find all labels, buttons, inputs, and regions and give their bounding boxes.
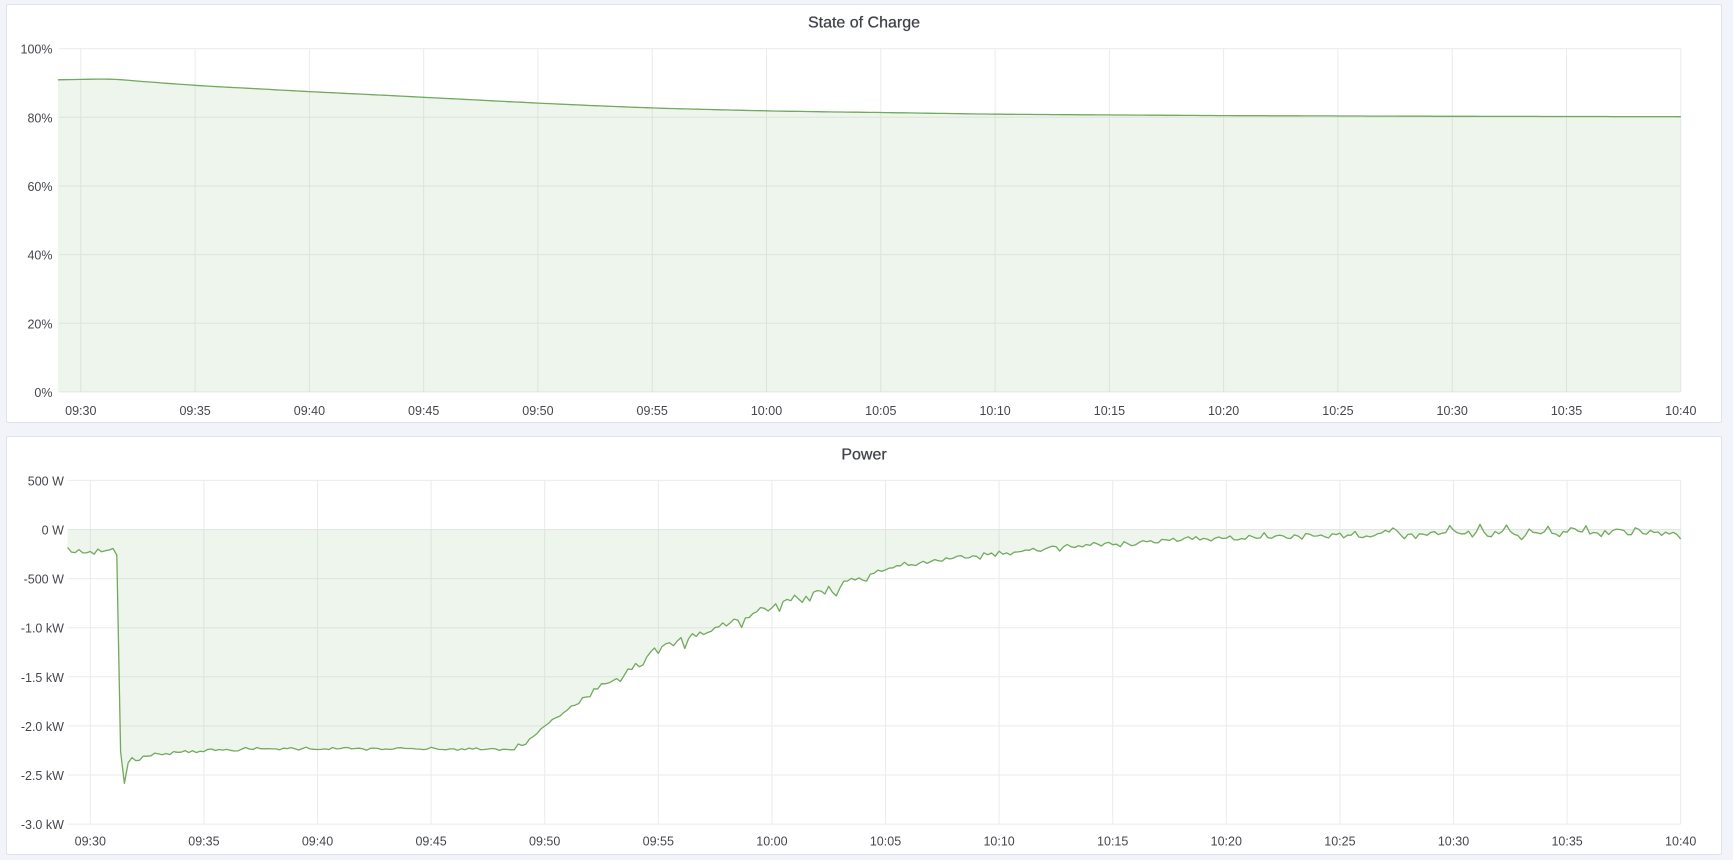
- svg-text:09:50: 09:50: [529, 835, 560, 849]
- svg-text:10:25: 10:25: [1324, 835, 1355, 849]
- svg-text:09:35: 09:35: [188, 835, 219, 849]
- svg-text:09:55: 09:55: [637, 404, 668, 418]
- svg-text:60%: 60%: [27, 180, 52, 194]
- svg-text:State of Charge: State of Charge: [808, 15, 920, 32]
- svg-text:-2.0 kW: -2.0 kW: [21, 720, 64, 734]
- svg-text:10:00: 10:00: [756, 835, 787, 849]
- svg-text:09:45: 09:45: [408, 404, 439, 418]
- svg-text:10:25: 10:25: [1322, 404, 1353, 418]
- svg-text:09:45: 09:45: [415, 835, 446, 849]
- svg-text:09:55: 09:55: [643, 835, 674, 849]
- svg-text:-3.0 kW: -3.0 kW: [21, 818, 64, 832]
- svg-text:09:35: 09:35: [179, 404, 210, 418]
- svg-text:0%: 0%: [34, 386, 52, 400]
- svg-text:0 W: 0 W: [42, 524, 64, 538]
- svg-text:10:15: 10:15: [1094, 404, 1125, 418]
- svg-text:09:40: 09:40: [294, 404, 325, 418]
- svg-text:10:05: 10:05: [870, 835, 901, 849]
- svg-text:Power: Power: [841, 446, 887, 463]
- svg-text:09:40: 09:40: [302, 835, 333, 849]
- svg-text:-1.5 kW: -1.5 kW: [21, 671, 64, 685]
- svg-text:500 W: 500 W: [28, 474, 64, 488]
- svg-text:10:05: 10:05: [865, 404, 896, 418]
- svg-text:10:20: 10:20: [1211, 835, 1242, 849]
- svg-text:09:30: 09:30: [65, 404, 96, 418]
- svg-text:10:30: 10:30: [1437, 404, 1468, 418]
- svg-text:80%: 80%: [27, 111, 52, 125]
- svg-text:10:40: 10:40: [1665, 404, 1696, 418]
- svg-text:10:20: 10:20: [1208, 404, 1239, 418]
- svg-text:40%: 40%: [27, 249, 52, 263]
- svg-text:10:00: 10:00: [751, 404, 782, 418]
- svg-text:10:35: 10:35: [1551, 404, 1582, 418]
- svg-text:-500 W: -500 W: [24, 573, 64, 587]
- svg-text:10:15: 10:15: [1097, 835, 1128, 849]
- svg-text:100%: 100%: [21, 43, 53, 57]
- svg-text:10:30: 10:30: [1438, 835, 1469, 849]
- svg-text:10:35: 10:35: [1551, 835, 1582, 849]
- svg-text:10:10: 10:10: [979, 404, 1010, 418]
- svg-text:09:50: 09:50: [522, 404, 553, 418]
- svg-text:10:40: 10:40: [1665, 835, 1696, 849]
- svg-text:20%: 20%: [27, 317, 52, 331]
- svg-text:10:10: 10:10: [983, 835, 1014, 849]
- svg-text:-1.0 kW: -1.0 kW: [21, 622, 64, 636]
- svg-text:-2.5 kW: -2.5 kW: [21, 769, 64, 783]
- svg-text:09:30: 09:30: [75, 835, 106, 849]
